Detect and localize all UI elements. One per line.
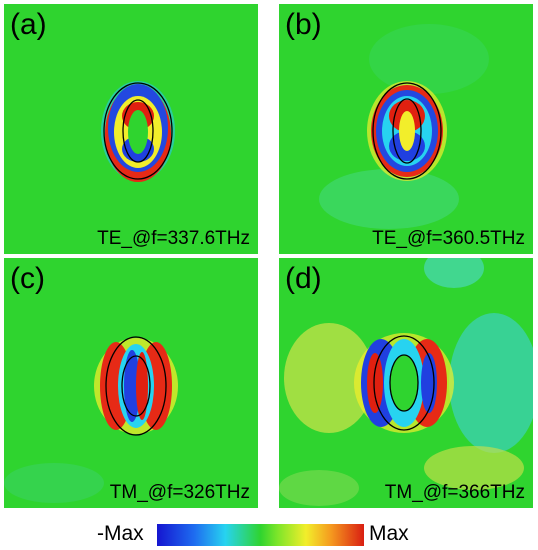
frequency-caption: TE_@f=360.5THz	[372, 228, 525, 249]
field-map-c	[4, 336, 178, 503]
field-map-a	[101, 81, 175, 182]
field-map-b	[319, 24, 489, 229]
panel-label: (a)	[10, 8, 47, 41]
panel-label: (c)	[10, 262, 45, 295]
frequency-caption: TE_@f=337.6THz	[97, 228, 250, 249]
frequency-caption: TM_@f=366THz	[384, 482, 525, 503]
panel-d: (d) TM_@f=366THz	[279, 258, 533, 508]
frequency-caption: TM_@f=326THz	[109, 482, 250, 503]
panel-a: (a) TE_@f=337.6THz	[4, 4, 258, 254]
panel-c: (c) TM_@f=326THz	[4, 258, 258, 508]
panel-label: (d)	[285, 262, 322, 295]
colorbar-max-label: Max	[369, 522, 409, 545]
field-map-d	[279, 258, 533, 506]
colorbar	[157, 524, 364, 546]
panel-label: (b)	[285, 8, 322, 41]
colorbar-min-label: -Max	[97, 522, 144, 545]
panel-b: (b) TE_@f=360.5THz	[279, 4, 533, 254]
